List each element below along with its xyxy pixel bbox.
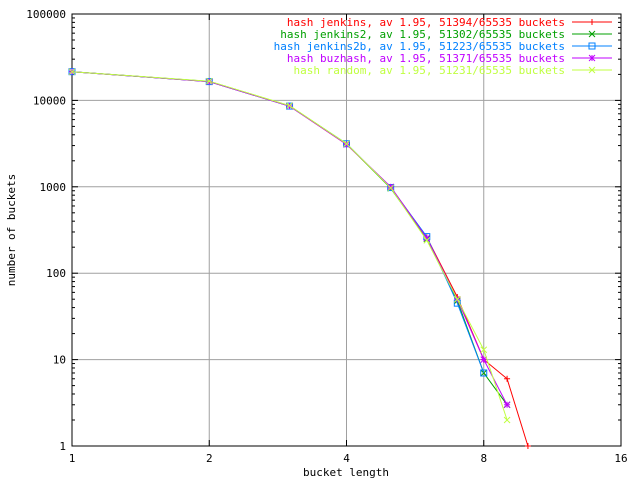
legend-marker xyxy=(588,30,596,38)
data-point-stroke xyxy=(423,236,431,244)
x-tick-label: 16 xyxy=(614,452,627,465)
data-point xyxy=(480,369,488,377)
legend-marker-stroke xyxy=(588,66,596,74)
y-axis-label: number of buckets xyxy=(5,174,18,287)
data-point-stroke xyxy=(503,416,511,424)
data-point-stroke xyxy=(503,401,511,409)
tick-layer: 1 2 4 8 16 1 10 100 1000 10000 100000 xyxy=(26,8,627,465)
series-line-3 xyxy=(71,71,485,374)
legend-marker-stroke xyxy=(588,30,596,38)
series-line-1 xyxy=(71,71,529,447)
data-point xyxy=(480,346,488,354)
data-point xyxy=(480,356,488,363)
data-point xyxy=(387,183,395,191)
y-tick-label: 10 xyxy=(53,354,66,367)
legend-marker-stroke xyxy=(588,54,596,62)
data-point xyxy=(503,401,511,409)
x-tick-label: 4 xyxy=(343,452,350,465)
x-tick-label: 8 xyxy=(480,452,487,465)
data-point-stroke xyxy=(480,369,488,377)
legend-marker xyxy=(588,66,596,74)
data-point xyxy=(504,375,511,382)
legend-label: hash buzhash, av 1.95, 51371/65535 bucke… xyxy=(287,52,565,65)
y-tick-label: 100000 xyxy=(26,8,66,21)
y-tick-label: 1000 xyxy=(40,181,67,194)
y-tick-label: 10000 xyxy=(33,94,66,107)
data-point-stroke xyxy=(480,346,488,354)
data-point-stroke xyxy=(286,102,293,109)
series-line-2 xyxy=(71,71,508,406)
data-point-stroke xyxy=(343,140,350,148)
y-tick-label: 1 xyxy=(59,440,66,453)
data-point-stroke xyxy=(68,68,76,76)
legend-marker-stroke xyxy=(588,42,596,50)
x-axis-label: bucket length xyxy=(303,466,389,479)
data-point xyxy=(286,102,293,109)
grid-layer xyxy=(72,14,621,446)
data-point-stroke xyxy=(387,183,395,191)
series-line-5 xyxy=(71,71,508,421)
legend-marker xyxy=(588,42,596,50)
data-point-stroke xyxy=(387,184,395,192)
data-point xyxy=(68,68,76,76)
legend-label: hash random, av 1.95, 51231/65535 bucket… xyxy=(293,64,565,77)
y-tick-label: 100 xyxy=(46,267,66,280)
series-line-4 xyxy=(71,71,508,406)
data-point xyxy=(524,443,531,449)
x-tick-label: 1 xyxy=(69,452,76,465)
data-point xyxy=(503,416,511,424)
legend-marker xyxy=(588,54,596,62)
data-point-stroke xyxy=(480,356,488,363)
legend-label: hash jenkins, av 1.95, 51394/65535 bucke… xyxy=(287,16,565,29)
data-point xyxy=(453,295,461,303)
data-point xyxy=(387,184,395,192)
x-tick-label: 2 xyxy=(206,452,213,465)
legend: hash jenkins, av 1.95, 51394/65535 bucke… xyxy=(274,16,612,77)
data-point xyxy=(343,140,350,148)
legend-label: hash jenkins2, av 1.95, 51302/65535 buck… xyxy=(280,28,565,41)
series-layer xyxy=(68,68,531,449)
data-point xyxy=(423,236,431,244)
data-point xyxy=(205,77,213,85)
data-point-stroke xyxy=(423,234,431,242)
data-point-stroke xyxy=(205,77,213,85)
legend-marker xyxy=(589,19,595,25)
data-point-stroke xyxy=(453,295,461,303)
legend-label: hash jenkins2b, av 1.95, 51223/65535 buc… xyxy=(274,40,565,53)
